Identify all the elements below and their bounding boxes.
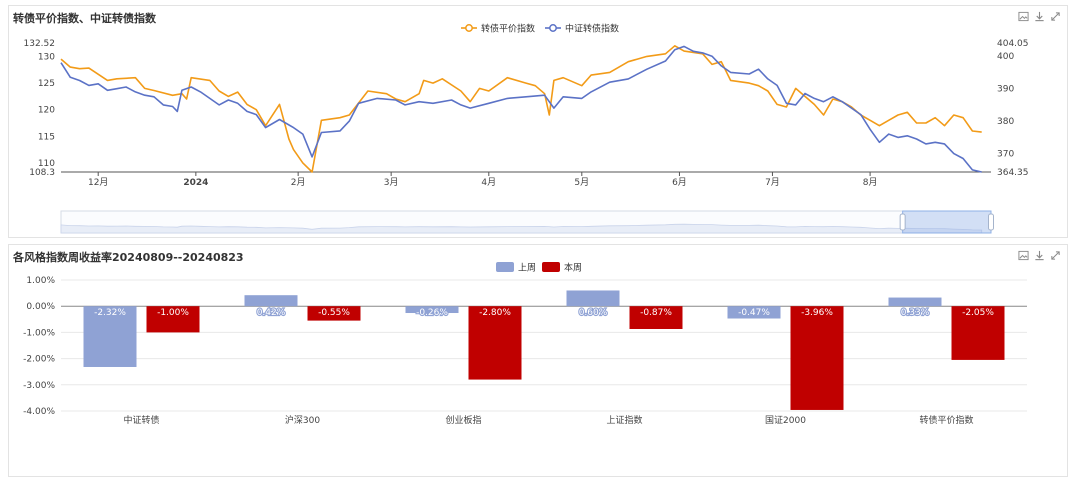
y-right-tick-label: 364.35 — [997, 168, 1029, 178]
save-image-icon[interactable] — [1018, 11, 1029, 22]
bar-value-label: -0.26% — [416, 308, 448, 318]
x-category-label: 转债平价指数 — [919, 414, 973, 426]
bar-this-week — [629, 306, 683, 329]
y-left-tick-label: 108.3 — [29, 168, 55, 178]
bar-this-week — [951, 306, 1005, 360]
y-right-tick-label: 370 — [997, 150, 1014, 160]
y-left-tick-label: 125 — [38, 79, 55, 89]
bar-value-label: -1.00% — [157, 308, 189, 318]
chart-toolbar — [1018, 11, 1061, 22]
bar-last-week — [566, 290, 620, 307]
bar-value-label: -3.96% — [801, 308, 833, 318]
bar-last-week — [405, 306, 459, 314]
zoom-window — [902, 210, 992, 234]
x-category-label: 国证2000 — [765, 415, 806, 426]
series-line-2 — [60, 45, 982, 173]
bar-value-label: -2.32% — [94, 308, 126, 318]
bar-this-week — [146, 306, 200, 333]
y-left-tick-label: 120 — [38, 106, 55, 116]
x-tick-label: 2月 — [291, 177, 306, 188]
x-category-label: 创业板指 — [445, 414, 481, 426]
y-right-tick-label: 404.05 — [997, 39, 1029, 49]
weekly-return-bar-chart-panel: 1.00% 0.00% -1.00% -2.00% -3.00% -4.00% 中证转债 沪深… — [8, 244, 1068, 477]
x-category-label: 上证指数 — [606, 414, 642, 426]
zoom-slider-preview — [60, 223, 983, 234]
expand-icon[interactable] — [1050, 11, 1061, 22]
y-tick-label: -4.00% — [23, 407, 55, 417]
bar-value-label: 0.60% — [579, 308, 608, 318]
legend-label: 中证转债指数 — [565, 23, 619, 35]
x-tick-label: 8月 — [863, 177, 878, 188]
y-tick-label: 0.00% — [26, 302, 55, 312]
bar-value-label: 0.33% — [901, 308, 930, 318]
y-left-tick-label: 115 — [38, 132, 55, 142]
legend-swatch — [542, 262, 560, 272]
bar-this-week — [468, 306, 522, 380]
y-left-tick-label: 132.52 — [24, 39, 56, 49]
bar-last-week — [244, 295, 298, 307]
x-tick-label: 4月 — [481, 177, 496, 188]
index-line-chart-panel: 12月 2024 2月 3月 4月 5月 6月 7月 8月 108.3 110 115 120 125 13… — [8, 5, 1068, 238]
bar-this-week — [307, 306, 361, 321]
y-tick-label: 1.00% — [26, 276, 55, 286]
panel-title: 转债平价指数、中证转债指数 — [13, 12, 156, 25]
y-tick-label: -3.00% — [23, 381, 55, 391]
x-tick-label: 5月 — [574, 177, 589, 188]
zoom-handle-left[interactable] — [899, 213, 906, 231]
y-right-tick-label: 380 — [997, 117, 1014, 127]
bar-value-label: -0.87% — [640, 308, 672, 318]
y-right-tick-label: 400 — [997, 52, 1014, 62]
bar-last-week — [83, 306, 137, 367]
y-right-tick-label: 390 — [997, 85, 1014, 95]
expand-icon[interactable] — [1050, 250, 1061, 261]
y-left-tick-label: 110 — [38, 159, 55, 169]
y-tick-label: -2.00% — [23, 355, 55, 365]
x-tick-label: 12月 — [88, 177, 108, 188]
panel-title: 各风格指数周收益率20240809--20240823 — [13, 251, 244, 264]
y-left-tick-label: 130 — [38, 52, 55, 62]
chart-toolbar — [1018, 250, 1061, 261]
x-tick-label: 7月 — [765, 177, 780, 188]
bar-value-label: -2.80% — [479, 308, 511, 318]
x-category-label: 沪深300 — [285, 414, 320, 426]
legend-marker — [465, 24, 473, 32]
legend-label: 本周 — [564, 262, 582, 274]
download-icon[interactable] — [1034, 11, 1045, 22]
bar-value-label: -0.55% — [318, 308, 350, 318]
x-tick-label: 2024 — [183, 178, 208, 188]
legend-label: 转债平价指数 — [481, 23, 535, 35]
bar-last-week — [727, 306, 781, 319]
bar-value-label: 0.42% — [257, 308, 286, 318]
save-image-icon[interactable] — [1018, 250, 1029, 261]
x-tick-label: 3月 — [384, 177, 399, 188]
x-category-label: 中证转债 — [123, 414, 159, 426]
bar-value-label: -2.05% — [962, 308, 994, 318]
bar-value-label: -0.47% — [738, 308, 770, 318]
legend-marker — [549, 24, 557, 32]
bar-last-week — [888, 297, 942, 307]
legend-label: 上周 — [518, 263, 536, 274]
x-tick-label: 6月 — [672, 177, 687, 188]
zoom-handle-right[interactable] — [988, 213, 994, 231]
bar-this-week — [790, 306, 844, 410]
series-line-1 — [60, 44, 982, 173]
y-tick-label: -1.00% — [23, 328, 55, 338]
bar-chart-svg: 1.00% 0.00% -1.00% -2.00% -3.00% -4.00% 中证转债 沪深… — [23, 262, 1027, 426]
legend-swatch — [496, 262, 514, 272]
download-icon[interactable] — [1034, 250, 1045, 261]
